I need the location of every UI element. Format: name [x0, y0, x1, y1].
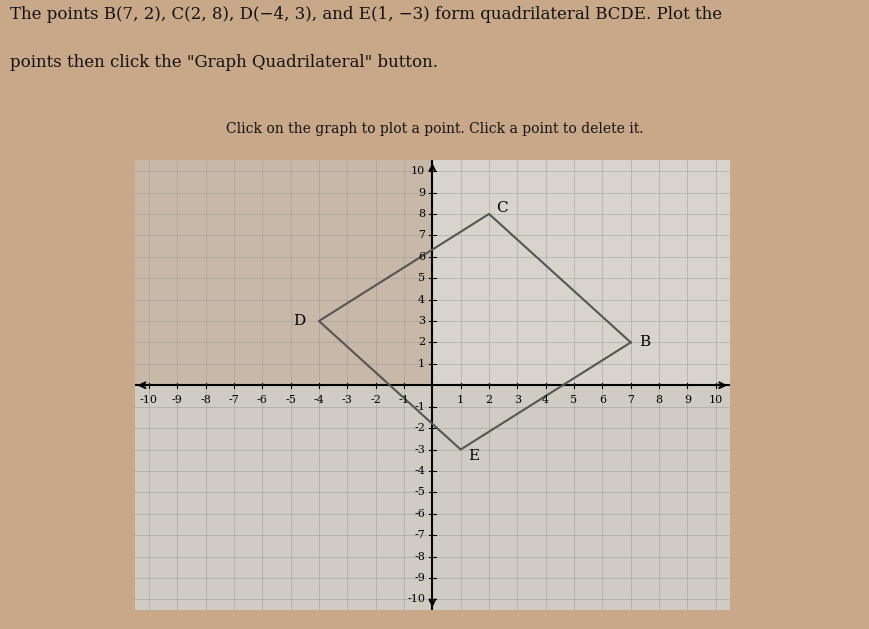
Text: -6: -6 [257, 395, 268, 405]
Text: -2: -2 [370, 395, 381, 405]
Text: -7: -7 [229, 395, 239, 405]
Bar [433, 160, 730, 385]
Text: -1: -1 [399, 395, 409, 405]
Text: 6: 6 [599, 395, 606, 405]
Text: 10: 10 [708, 395, 723, 405]
Text: -6: -6 [415, 509, 425, 519]
Text: 10: 10 [411, 166, 425, 176]
Text: -9: -9 [172, 395, 182, 405]
Text: -9: -9 [415, 573, 425, 583]
Text: -3: -3 [342, 395, 353, 405]
Text: points then click the "Graph Quadrilateral" button.: points then click the "Graph Quadrilater… [10, 54, 439, 71]
Text: 4: 4 [542, 395, 549, 405]
Text: -4: -4 [314, 395, 324, 405]
Text: B: B [640, 335, 650, 350]
Text: -2: -2 [415, 423, 425, 433]
Text: 7: 7 [418, 230, 425, 240]
Bar [135, 385, 730, 610]
Text: 9: 9 [684, 395, 691, 405]
Text: -7: -7 [415, 530, 425, 540]
Text: -8: -8 [415, 552, 425, 562]
Text: 2: 2 [486, 395, 493, 405]
Text: -4: -4 [415, 466, 425, 476]
Text: 4: 4 [418, 294, 425, 304]
Text: The points B(7, 2), C(2, 8), D(−4, 3), and E(1, −3) form quadrilateral BCDE. Plo: The points B(7, 2), C(2, 8), D(−4, 3), a… [10, 6, 722, 23]
Text: -8: -8 [200, 395, 211, 405]
Text: -10: -10 [408, 594, 425, 604]
Text: 9: 9 [418, 187, 425, 198]
Text: 3: 3 [418, 316, 425, 326]
Text: -10: -10 [140, 395, 158, 405]
Text: 2: 2 [418, 337, 425, 347]
Text: -5: -5 [285, 395, 296, 405]
Text: 5: 5 [418, 273, 425, 283]
Text: D: D [294, 314, 306, 328]
Text: E: E [468, 449, 479, 463]
Text: -5: -5 [415, 487, 425, 498]
Text: -1: -1 [415, 402, 425, 411]
Text: C: C [496, 201, 507, 214]
Bar [135, 160, 433, 385]
Text: -3: -3 [415, 445, 425, 455]
Text: 8: 8 [655, 395, 663, 405]
Text: 3: 3 [514, 395, 521, 405]
Text: 6: 6 [418, 252, 425, 262]
Text: 1: 1 [418, 359, 425, 369]
Text: 1: 1 [457, 395, 464, 405]
Text: Click on the graph to plot a point. Click a point to delete it.: Click on the graph to plot a point. Clic… [226, 122, 643, 136]
Text: 5: 5 [570, 395, 578, 405]
Text: 8: 8 [418, 209, 425, 219]
Text: 7: 7 [627, 395, 634, 405]
